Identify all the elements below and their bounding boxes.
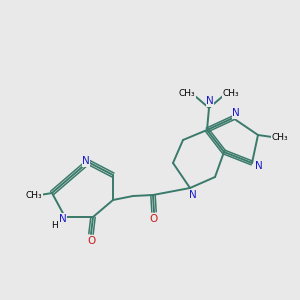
Text: N: N bbox=[59, 214, 67, 224]
Text: O: O bbox=[150, 214, 158, 224]
Text: N: N bbox=[255, 161, 263, 171]
Text: N: N bbox=[189, 190, 197, 200]
Text: CH₃: CH₃ bbox=[223, 89, 239, 98]
Text: O: O bbox=[87, 236, 95, 246]
Text: H: H bbox=[52, 220, 58, 230]
Text: CH₃: CH₃ bbox=[272, 133, 288, 142]
Text: N: N bbox=[232, 108, 240, 118]
Text: N: N bbox=[82, 156, 90, 166]
Text: CH₃: CH₃ bbox=[179, 89, 195, 98]
Text: N: N bbox=[206, 96, 214, 106]
Text: CH₃: CH₃ bbox=[26, 190, 42, 200]
